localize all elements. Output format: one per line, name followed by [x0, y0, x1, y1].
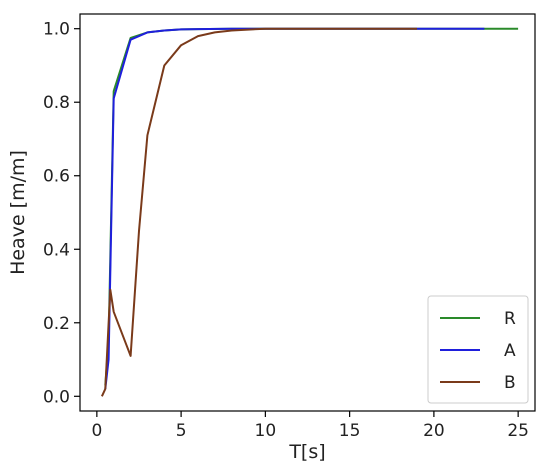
x-tick-label: 0 — [91, 421, 102, 441]
y-axis-label: Heave [m/m] — [7, 150, 29, 275]
x-tick-label: 25 — [507, 421, 529, 441]
legend-label-a: A — [504, 341, 516, 361]
x-tick-label: 5 — [176, 421, 187, 441]
plot-frame — [79, 13, 536, 412]
legend-label-b: B — [504, 373, 516, 393]
x-tick-label: 15 — [339, 421, 361, 441]
x-axis-label: T[s] — [288, 441, 325, 463]
y-tick-label: 1.0 — [43, 20, 70, 40]
y-tick-label: 0.4 — [43, 240, 70, 260]
plot-area — [100, 27, 519, 397]
legend-label-r: R — [504, 309, 516, 329]
x-tick-label: 20 — [423, 421, 445, 441]
x-tick-label: 10 — [255, 421, 277, 441]
series-line-b — [100, 27, 417, 397]
legend: R A B — [427, 295, 529, 404]
axis-ticks: 0 5 10 15 20 25 0.0 0.2 0.4 0.6 0.8 1.0 — [43, 20, 529, 441]
y-tick-label: 0.8 — [43, 93, 70, 113]
y-tick-label: 0.6 — [43, 167, 70, 187]
y-tick-label: 0.0 — [43, 387, 70, 407]
y-tick-label: 0.2 — [43, 314, 70, 334]
